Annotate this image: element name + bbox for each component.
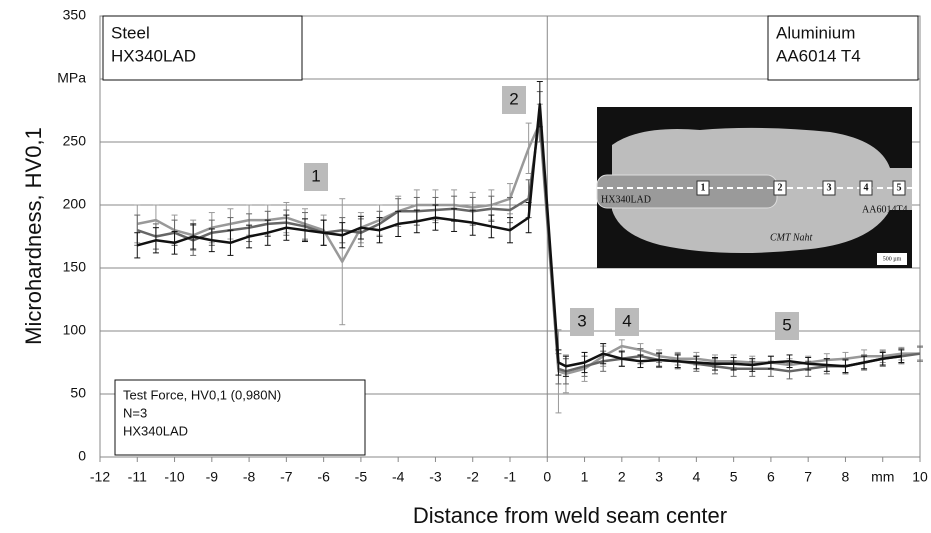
x-tick-label: 2 [618, 469, 626, 485]
text-box [114, 379, 366, 456]
x-tick-label: -6 [317, 469, 330, 485]
inset-marker [822, 180, 836, 196]
x-tick-label: 10 [912, 469, 928, 485]
annotation-label: 2 [509, 89, 518, 108]
annotation-label: 1 [311, 166, 320, 185]
scale-bar [877, 253, 907, 265]
annotation-box [304, 163, 328, 191]
annotation-box [570, 308, 594, 336]
x-tick-label: 6 [767, 469, 775, 485]
inset-label: 5 [897, 182, 902, 193]
x-tick-label: -5 [355, 469, 368, 485]
x-tick-label: mm [871, 469, 894, 485]
inset-label: 2 [778, 182, 783, 193]
series-line [137, 121, 920, 376]
text-box [102, 15, 303, 81]
x-tick-label: 5 [730, 469, 738, 485]
inset-label: 1 [701, 182, 706, 193]
inset-marker [696, 180, 710, 196]
x-tick-label: -9 [206, 469, 219, 485]
x-tick-label: -8 [243, 469, 256, 485]
x-axis-title: Distance from weld seam center [413, 503, 727, 528]
y-tick-label: 0 [78, 448, 86, 464]
box-text: Test Force, HV0,1 (0,980N) [123, 387, 281, 402]
x-tick-label: -12 [90, 469, 110, 485]
inset-marker [859, 180, 873, 196]
inset-label: CMT Naht [770, 232, 813, 243]
y-tick-label: 200 [63, 196, 87, 212]
x-tick-label: 1 [581, 469, 589, 485]
inset-label: 3 [827, 182, 832, 193]
x-tick-label: -2 [467, 469, 480, 485]
inset-marker [892, 180, 906, 196]
x-tick-label: 7 [804, 469, 812, 485]
inset: 1 2 3 4 5 HX340LAD AA6014T4 CMT Naht 500 µm [596, 107, 912, 268]
y-tick-label: 250 [63, 133, 87, 149]
x-tick-label: -11 [128, 469, 147, 485]
annotation-box [775, 312, 799, 340]
box-text: HX340LAD [123, 423, 188, 438]
inset-label: 4 [864, 182, 869, 193]
box-text: HX340LAD [111, 46, 196, 65]
y-tick-label: MPa [57, 70, 86, 86]
series-line [136, 102, 902, 368]
y-tick-label: 100 [63, 322, 87, 338]
annotation-label: 3 [577, 311, 586, 330]
text-box [767, 15, 919, 81]
box-text: AA6014 T4 [776, 46, 861, 65]
x-tick-label: -3 [429, 469, 442, 485]
x-tick-label: 3 [655, 469, 663, 485]
box-text: Aluminium [776, 23, 855, 42]
inset-marker [773, 180, 787, 196]
inset-label: HX340LAD [601, 194, 651, 205]
x-tick-label: -10 [164, 469, 184, 485]
annotation-box [502, 86, 526, 114]
x-tick-label: -1 [504, 469, 517, 485]
box-text: Steel [111, 23, 150, 42]
y-tick-label: 50 [70, 385, 86, 401]
x-tick-label: 0 [543, 469, 551, 485]
inset-label: AA6014T4 [862, 204, 908, 215]
annotation-box [615, 308, 639, 336]
y-axis-title: Microhardness, HV0,1 [21, 127, 46, 345]
y-tick-label: 150 [63, 259, 87, 275]
annotation-label: 5 [782, 315, 791, 334]
x-tick-label: -7 [280, 469, 293, 485]
x-tick-label: 4 [692, 469, 700, 485]
inset-label: 500 µm [883, 256, 902, 262]
x-tick-label: 8 [842, 469, 850, 485]
y-tick-label: 350 [63, 7, 87, 23]
box-text: N=3 [123, 405, 147, 420]
annotation-label: 4 [622, 311, 631, 330]
x-tick-label: -4 [392, 469, 405, 485]
